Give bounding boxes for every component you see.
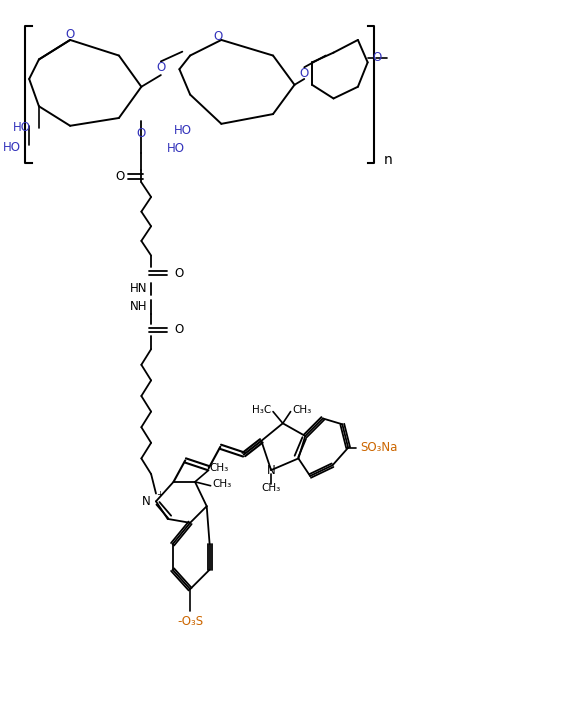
Text: O: O [174,323,184,336]
Text: HO: HO [174,124,192,137]
Text: SO₃Na: SO₃Na [360,441,397,454]
Text: CH₃: CH₃ [210,464,229,473]
Text: CH₃: CH₃ [261,483,281,493]
Text: n: n [384,153,393,167]
Text: O: O [299,67,309,80]
Text: O: O [66,28,75,41]
Text: -O₃S: -O₃S [177,615,203,628]
Text: HN: HN [130,282,147,295]
Text: N: N [141,495,150,508]
Text: HO: HO [167,142,185,155]
Text: O: O [174,266,184,280]
Text: +: + [156,490,163,499]
Text: HO: HO [4,141,21,154]
Text: O: O [137,127,146,140]
Text: O: O [115,170,124,183]
Text: NH: NH [130,300,147,313]
Text: CH₃: CH₃ [292,404,312,414]
Text: N: N [266,464,275,476]
Text: CH₃: CH₃ [212,478,232,489]
Text: O: O [214,29,223,43]
Text: H₃C: H₃C [252,404,271,414]
Text: O: O [156,61,166,74]
Text: O: O [373,51,382,64]
Text: HO: HO [13,121,31,135]
